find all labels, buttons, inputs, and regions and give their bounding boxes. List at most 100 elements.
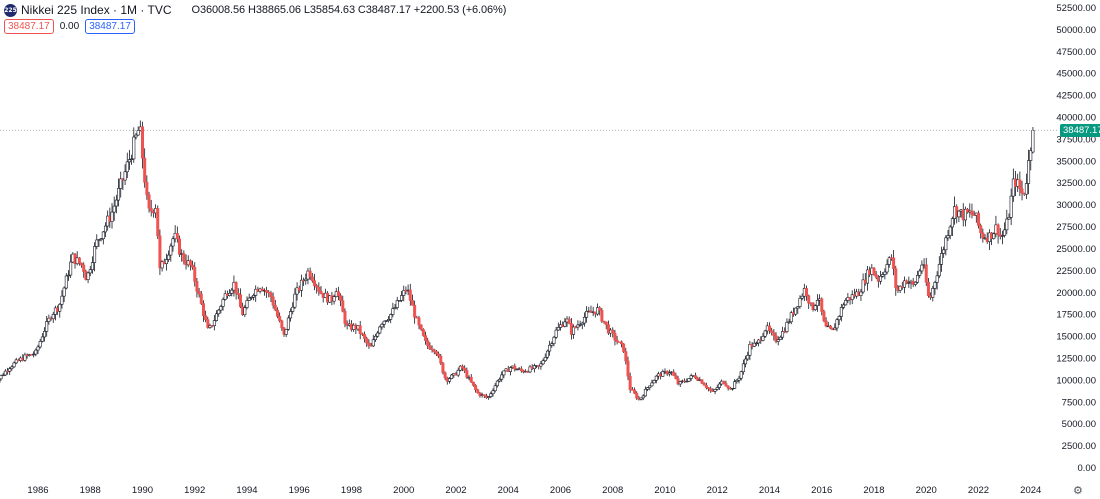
candle[interactable] xyxy=(491,388,495,397)
candle[interactable] xyxy=(859,288,863,301)
candle[interactable] xyxy=(572,324,576,339)
candle[interactable] xyxy=(556,322,560,331)
candle[interactable] xyxy=(291,302,295,315)
gear-icon[interactable]: ⚙ xyxy=(1073,485,1083,497)
candle[interactable] xyxy=(913,281,917,287)
candle[interactable] xyxy=(724,380,728,387)
candle[interactable] xyxy=(905,279,909,285)
candle[interactable] xyxy=(807,294,811,309)
candle[interactable] xyxy=(284,328,288,338)
candle[interactable] xyxy=(548,340,552,356)
candle[interactable] xyxy=(626,356,630,381)
candle[interactable] xyxy=(450,373,454,380)
symbol-title[interactable]: Nikkei 225 Index · 1M · TVC xyxy=(21,3,172,17)
candle[interactable] xyxy=(532,363,536,373)
candle[interactable] xyxy=(289,308,293,322)
candle[interactable] xyxy=(628,372,632,393)
candle[interactable] xyxy=(1005,209,1009,235)
candle[interactable] xyxy=(376,330,380,338)
candle[interactable] xyxy=(147,191,151,213)
candle[interactable] xyxy=(410,294,414,306)
candle[interactable] xyxy=(763,329,767,339)
candle[interactable] xyxy=(824,317,828,328)
candle[interactable] xyxy=(234,281,238,300)
candle[interactable] xyxy=(132,127,136,163)
candle[interactable] xyxy=(245,296,249,310)
candle[interactable] xyxy=(757,338,761,347)
candle[interactable] xyxy=(872,266,876,276)
candle[interactable] xyxy=(704,382,708,390)
candle[interactable] xyxy=(308,267,312,280)
candle[interactable] xyxy=(66,270,70,281)
candle[interactable] xyxy=(787,318,791,324)
candle[interactable] xyxy=(437,351,441,359)
candle[interactable] xyxy=(393,303,397,310)
candle[interactable] xyxy=(171,236,175,252)
candle[interactable] xyxy=(798,295,802,309)
candle[interactable] xyxy=(164,253,168,271)
candle[interactable] xyxy=(217,308,221,317)
candle[interactable] xyxy=(389,313,393,324)
candle[interactable] xyxy=(1003,222,1007,238)
candle[interactable] xyxy=(382,320,386,329)
candle[interactable] xyxy=(439,353,443,365)
candle[interactable] xyxy=(513,363,517,372)
candle[interactable] xyxy=(979,223,983,239)
candle[interactable] xyxy=(341,295,345,313)
candle[interactable] xyxy=(443,371,447,381)
candle[interactable] xyxy=(141,121,145,169)
candle[interactable] xyxy=(380,322,384,330)
candle[interactable] xyxy=(204,310,208,323)
candle[interactable] xyxy=(574,325,578,329)
candle[interactable] xyxy=(785,318,789,334)
candle[interactable] xyxy=(40,333,44,343)
candle[interactable] xyxy=(397,300,401,302)
candle[interactable] xyxy=(650,379,654,387)
candle[interactable] xyxy=(828,324,832,330)
candle[interactable] xyxy=(661,369,665,377)
candle[interactable] xyxy=(898,285,902,294)
candle[interactable] xyxy=(134,132,138,140)
candle[interactable] xyxy=(839,303,843,322)
candle[interactable] xyxy=(611,327,615,338)
candle[interactable] xyxy=(696,376,700,382)
candle[interactable] xyxy=(598,306,602,316)
candle[interactable] xyxy=(0,374,3,381)
candle[interactable] xyxy=(648,385,652,391)
candle[interactable] xyxy=(82,262,86,278)
candle[interactable] xyxy=(219,304,223,314)
candle[interactable] xyxy=(942,246,946,258)
candle[interactable] xyxy=(918,268,922,279)
candle[interactable] xyxy=(926,277,930,298)
candle[interactable] xyxy=(924,258,928,286)
candle[interactable] xyxy=(685,378,689,383)
candle[interactable] xyxy=(767,322,771,334)
candle[interactable] xyxy=(639,397,643,401)
candle[interactable] xyxy=(149,199,153,217)
candle[interactable] xyxy=(95,234,99,250)
candle[interactable] xyxy=(62,286,66,302)
candle[interactable] xyxy=(737,375,741,384)
candle[interactable] xyxy=(624,347,628,365)
candle[interactable] xyxy=(726,385,730,391)
candle[interactable] xyxy=(576,320,580,331)
candle[interactable] xyxy=(80,262,84,268)
candle[interactable] xyxy=(432,348,436,355)
candle[interactable] xyxy=(114,194,118,214)
candle[interactable] xyxy=(417,315,421,330)
candle[interactable] xyxy=(378,325,382,335)
candle[interactable] xyxy=(498,377,502,383)
candle[interactable] xyxy=(199,290,203,305)
candle[interactable] xyxy=(1029,147,1033,171)
candle[interactable] xyxy=(125,152,129,179)
candle[interactable] xyxy=(850,290,854,305)
candle[interactable] xyxy=(456,367,460,378)
candle[interactable] xyxy=(3,369,7,376)
sell-price-box[interactable]: 38487.17 xyxy=(4,19,54,34)
candle[interactable] xyxy=(312,273,316,291)
candle[interactable] xyxy=(748,340,752,361)
candle[interactable] xyxy=(254,285,258,302)
candle[interactable] xyxy=(402,285,406,302)
candle[interactable] xyxy=(678,380,682,388)
